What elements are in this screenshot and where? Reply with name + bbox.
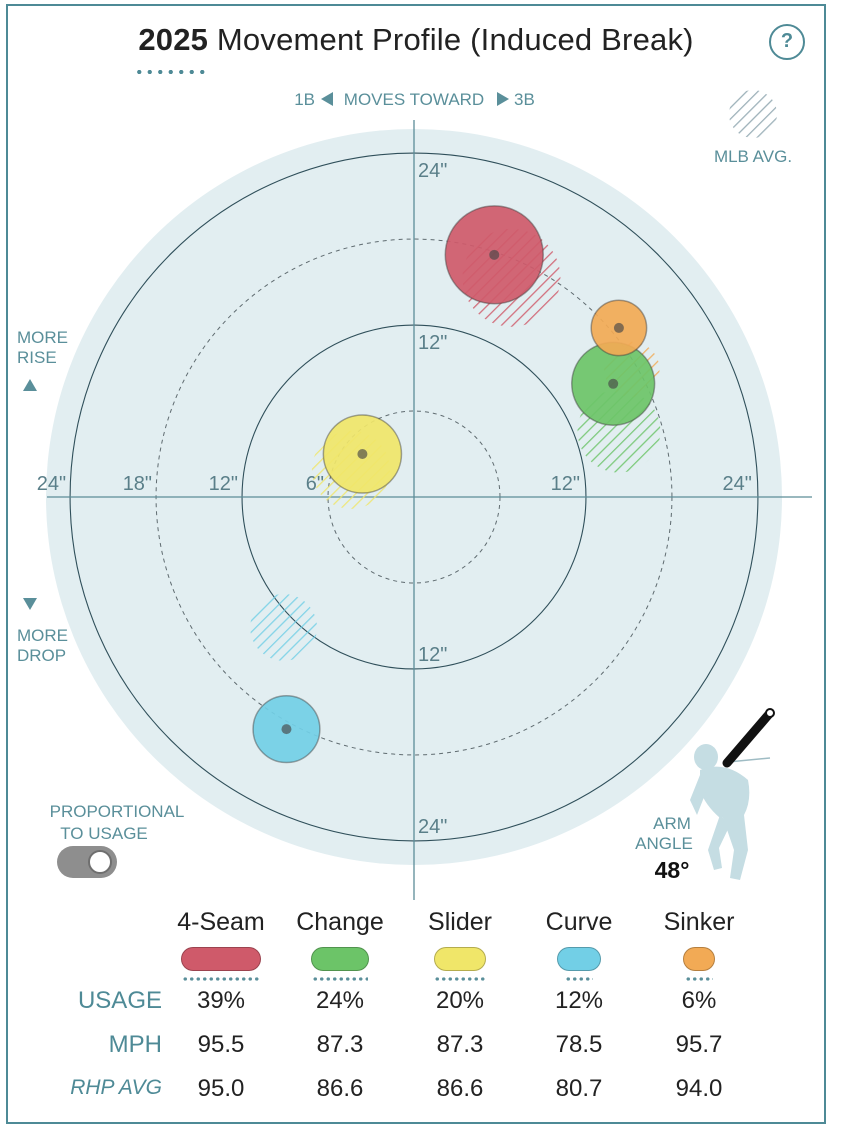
usage-row-label: USAGE (77, 987, 162, 1014)
table-cell-usage: 6% (681, 987, 717, 1014)
legend-pitch-toggle[interactable] (311, 947, 369, 971)
table-cell-rhp_avg: 86.6 (316, 1075, 364, 1102)
pitch-point-curve[interactable] (252, 694, 321, 764)
more-drop-line1: MORE (17, 626, 68, 645)
legend-pitch-toggle[interactable] (557, 947, 601, 971)
legend-pitch-underline (434, 977, 486, 981)
pitch-point-change[interactable] (571, 341, 656, 426)
table-cell-mph: 87.3 (436, 1031, 484, 1058)
arm-angle-line2: ANGLE (635, 834, 693, 853)
table-cell-usage: 12% (554, 987, 604, 1014)
table-cell-mph: 87.3 (316, 1031, 364, 1058)
toggle-label-line1: PROPORTIONAL (50, 802, 185, 821)
table-cell-rhp_avg: 86.6 (436, 1075, 484, 1102)
arm-angle-line (722, 708, 775, 768)
proportional-toggle[interactable] (57, 846, 117, 878)
legend-pitch-name: Curve (545, 908, 613, 936)
rise-arrow-icon (23, 379, 37, 391)
drop-arrow-icon (23, 598, 37, 610)
pitch-center-dot (489, 249, 500, 260)
arm-angle-line1: ARM (653, 814, 691, 833)
table-cell-mph: 95.7 (675, 1031, 723, 1058)
legend-pitch-name: Change (296, 908, 384, 936)
more-rise-line1: MORE (17, 328, 68, 347)
pitch-point-slider[interactable] (322, 414, 403, 494)
title-underline (134, 69, 208, 75)
x-tick-label: 24" (37, 473, 66, 495)
arrow-left-icon (321, 92, 333, 106)
legend-pitch-underline (565, 977, 593, 981)
mlb-avg-legend-icon (729, 90, 777, 138)
more-drop-line2: DROP (17, 646, 66, 665)
pitcher-figure-icon (690, 744, 771, 880)
rhp-avg-row-label: RHP AVG (70, 1076, 162, 1099)
mlb-avg-mark-curve (250, 594, 317, 661)
table-cell-mph: 95.5 (197, 1031, 245, 1058)
pitch-center-dot (608, 378, 619, 389)
direction-1b: 1B (294, 90, 315, 109)
direction-3b: 3B (514, 90, 535, 109)
arm-angle-value: 48° (655, 857, 690, 883)
x-tick-label: 24" (723, 473, 752, 495)
legend-pitch-underline (182, 977, 260, 981)
page-title: 2025 Movement Profile (Induced Break) (0, 22, 832, 58)
y-tick-label: 24" (418, 816, 447, 838)
legend-pitch-toggle[interactable] (683, 947, 715, 971)
toggle-label-line2: TO USAGE (60, 824, 148, 843)
y-tick-label: 12" (418, 332, 447, 354)
y-tick-label: 12" (418, 644, 447, 666)
table-cell-usage: 39% (196, 987, 246, 1014)
legend-pitch-underline (312, 977, 368, 981)
x-tick-label: 12" (551, 473, 580, 495)
pitch-center-dot (281, 724, 292, 735)
title-text: Movement Profile (Induced Break) (216, 22, 694, 57)
table-cell-usage: 24% (315, 987, 365, 1014)
legend-pitch-name: Slider (428, 908, 492, 936)
legend-pitch-name: Sinker (663, 908, 735, 936)
pitch-center-dot (357, 449, 368, 460)
title-year: 2025 (138, 22, 209, 57)
pitch-point-4-seam[interactable] (444, 205, 544, 305)
arm-angle-handle (765, 708, 775, 718)
movement-chart: 24"18"12"6"12"24"24"12"12"24" 1B MOVES T… (17, 90, 812, 900)
legend-pitch-toggle[interactable] (434, 947, 486, 971)
x-tick-label: 12" (209, 473, 238, 495)
arrow-right-icon (497, 92, 509, 106)
toggle-knob[interactable] (88, 850, 112, 874)
direction-moves-toward: MOVES TOWARD (344, 90, 484, 109)
help-button[interactable]: ? (769, 24, 805, 60)
x-tick-label: 18" (123, 473, 152, 495)
table-cell-rhp_avg: 80.7 (555, 1075, 603, 1102)
legend-pitch-name: 4-Seam (177, 908, 265, 936)
table-cell-rhp_avg: 94.0 (675, 1075, 723, 1102)
y-tick-label: 24" (418, 160, 447, 182)
legend-pitch-toggle[interactable] (181, 947, 261, 971)
legend-pitch-underline (685, 977, 713, 981)
pitch-marks (252, 205, 656, 764)
table-cell-usage: 20% (435, 987, 485, 1014)
more-rise-line2: RISE (17, 348, 57, 367)
pitch-point-sinker[interactable] (590, 299, 648, 357)
table-cell-rhp_avg: 95.0 (197, 1075, 245, 1102)
mlb-avg-label: MLB AVG. (714, 147, 792, 166)
mph-row-label: MPH (108, 1031, 162, 1058)
table-cell-mph: 78.5 (555, 1031, 603, 1058)
pitch-center-dot (613, 322, 624, 333)
